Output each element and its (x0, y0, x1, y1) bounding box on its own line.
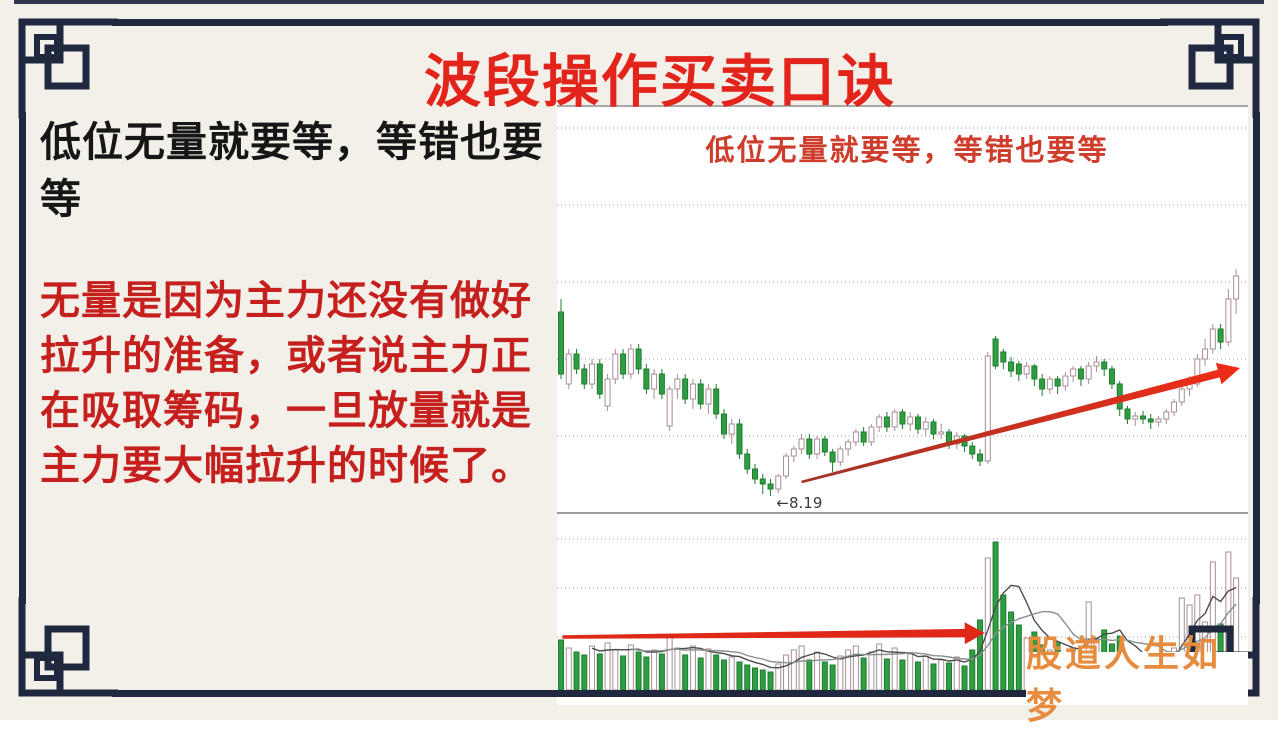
frame-line-left (19, 112, 26, 604)
corner-knot-icon (1160, 18, 1260, 118)
page-title: 波段操作买卖口诀 (424, 50, 896, 114)
frame-line-top (112, 19, 1168, 26)
lead-text: 低位无量就要等，等错也要等 (40, 119, 544, 222)
watermark-badge: 股道人生如梦 (1026, 633, 1248, 726)
price-pane (558, 269, 1240, 496)
body-paragraph: 无量是因为主力还没有做好拉升的准备，或者说主力正在吸取筹码，一旦放量就是主力要大… (40, 279, 532, 488)
frame-line-right (1253, 112, 1260, 604)
corner-knot-icon (18, 18, 118, 118)
trend-arrow (801, 362, 1240, 484)
low-price-label: ←8.19 (776, 494, 822, 512)
kline-chart: ←8.19 (557, 105, 1248, 705)
frame-line-bottom (112, 690, 1168, 697)
chart-title: 低位无量就要等，等错也要等 (705, 135, 1109, 167)
corner-knot-icon (18, 597, 118, 697)
volume-ma5-line (591, 584, 1237, 669)
top-edge-line (14, 0, 1264, 4)
volume-ma10-line (630, 603, 1237, 664)
kline-chart-panel: ←8.19 低位无量就要等，等错也要等 (557, 105, 1248, 705)
volume-arrow (562, 622, 985, 645)
watermark-text: 股道人生如梦 (1026, 633, 1222, 726)
